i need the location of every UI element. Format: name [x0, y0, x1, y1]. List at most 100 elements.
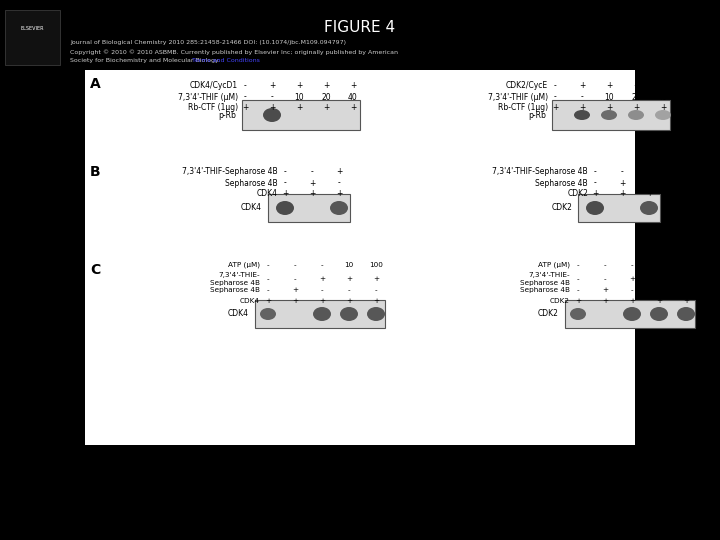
Text: -: -: [243, 92, 246, 102]
Text: Sepharose 4B: Sepharose 4B: [536, 179, 588, 187]
Text: 40: 40: [348, 92, 358, 102]
Text: +: +: [646, 167, 652, 177]
Text: +: +: [602, 298, 608, 304]
Ellipse shape: [340, 307, 358, 321]
Text: Rb-CTF (1μg): Rb-CTF (1μg): [498, 104, 548, 112]
Text: +: +: [346, 276, 352, 282]
Bar: [5, 10, 60, 65]
Text: -: -: [621, 167, 624, 177]
Text: +: +: [350, 82, 356, 91]
Text: +: +: [646, 190, 652, 199]
Ellipse shape: [623, 307, 641, 321]
Text: Sepharose 4B: Sepharose 4B: [520, 287, 570, 293]
Text: 100: 100: [369, 262, 383, 268]
Text: -: -: [320, 262, 323, 268]
Text: B: B: [90, 165, 101, 179]
Text: +: +: [346, 298, 352, 304]
Ellipse shape: [313, 307, 331, 321]
Text: -: -: [266, 262, 269, 268]
Text: Copyright © 2010 © 2010 ASBMB. Currently published by Elsevier Inc; originally p: Copyright © 2010 © 2010 ASBMB. Currently…: [70, 49, 398, 55]
Ellipse shape: [650, 307, 668, 321]
Text: +: +: [660, 104, 666, 112]
Text: +: +: [265, 298, 271, 304]
Text: +: +: [633, 104, 639, 112]
Text: +: +: [606, 82, 612, 91]
Bar: [578, 194, 660, 222]
Text: CDK4: CDK4: [257, 190, 278, 199]
Text: -: -: [631, 262, 634, 268]
Text: p-Rb: p-Rb: [218, 111, 236, 119]
Text: -: -: [294, 276, 297, 282]
Bar: [565, 300, 695, 328]
Text: +: +: [373, 276, 379, 282]
Text: +: +: [552, 104, 558, 112]
Text: -: -: [603, 276, 606, 282]
Text: +: +: [319, 276, 325, 282]
Text: Sepharose 4B: Sepharose 4B: [210, 287, 260, 293]
Ellipse shape: [628, 110, 644, 120]
Text: +: +: [282, 190, 288, 199]
Text: ATP (μM): ATP (μM): [538, 262, 570, 268]
Text: +: +: [309, 190, 315, 199]
Text: 100: 100: [679, 262, 693, 268]
Text: +: +: [336, 167, 342, 177]
Text: +: +: [292, 298, 298, 304]
Ellipse shape: [574, 110, 590, 120]
Text: +: +: [269, 82, 275, 91]
Text: +: +: [350, 104, 356, 112]
Text: +: +: [629, 298, 635, 304]
Text: +: +: [606, 104, 612, 112]
Text: Sepharose 4B: Sepharose 4B: [210, 280, 260, 286]
Text: -: -: [685, 287, 688, 293]
Text: 20: 20: [321, 92, 330, 102]
Text: CDK2/CycE: CDK2/CycE: [506, 82, 548, 91]
FancyBboxPatch shape: [85, 75, 635, 445]
Text: 7,3'4'-THIF (μM): 7,3'4'-THIF (μM): [488, 92, 548, 102]
Text: Society for Biochemistry and Molecular Biology.: Society for Biochemistry and Molecular B…: [70, 58, 222, 63]
Text: +: +: [296, 104, 302, 112]
Text: 20: 20: [631, 92, 641, 102]
Ellipse shape: [330, 201, 348, 215]
Text: 7,3'4'-THIF-Sepharose 4B: 7,3'4'-THIF-Sepharose 4B: [182, 167, 278, 177]
Text: -: -: [631, 287, 634, 293]
Text: +: +: [660, 82, 666, 91]
Ellipse shape: [640, 201, 658, 215]
Text: +: +: [656, 276, 662, 282]
Text: 10: 10: [654, 262, 664, 268]
Text: +: +: [656, 298, 662, 304]
Text: +: +: [292, 287, 298, 293]
Text: 7,3'4'-THIF-Sepharose 4B: 7,3'4'-THIF-Sepharose 4B: [492, 167, 588, 177]
Text: +: +: [323, 104, 329, 112]
Text: CDK4/CycD1: CDK4/CycD1: [190, 82, 238, 91]
Ellipse shape: [586, 201, 604, 215]
Text: +: +: [683, 298, 689, 304]
Text: -: -: [266, 276, 269, 282]
Text: Sepharose 4B: Sepharose 4B: [225, 179, 278, 187]
Text: -: -: [320, 287, 323, 293]
Text: CDK2: CDK2: [567, 190, 588, 199]
Text: -: -: [577, 276, 580, 282]
Text: 7,3'4'-THIE-: 7,3'4'-THIE-: [528, 272, 570, 278]
Text: +: +: [373, 298, 379, 304]
Bar: [552, 100, 670, 130]
Text: FIGURE 4: FIGURE 4: [325, 20, 395, 35]
Text: 10: 10: [294, 92, 304, 102]
Bar: [255, 300, 385, 328]
Text: +: +: [309, 179, 315, 187]
Text: +: +: [618, 190, 625, 199]
Text: +: +: [629, 276, 635, 282]
Text: 10: 10: [344, 262, 354, 268]
Text: -: -: [284, 179, 287, 187]
Ellipse shape: [570, 308, 586, 320]
Text: Rb-CTF (1μg): Rb-CTF (1μg): [188, 104, 238, 112]
Text: +: +: [579, 82, 585, 91]
Text: +: +: [633, 82, 639, 91]
Text: Sepharose 4B: Sepharose 4B: [520, 280, 570, 286]
Bar: [268, 194, 350, 222]
Text: -: -: [657, 287, 660, 293]
Bar: [242, 100, 360, 130]
Text: +: +: [592, 190, 598, 199]
Text: -: -: [603, 262, 606, 268]
Text: 10: 10: [604, 92, 614, 102]
Text: -: -: [593, 167, 596, 177]
